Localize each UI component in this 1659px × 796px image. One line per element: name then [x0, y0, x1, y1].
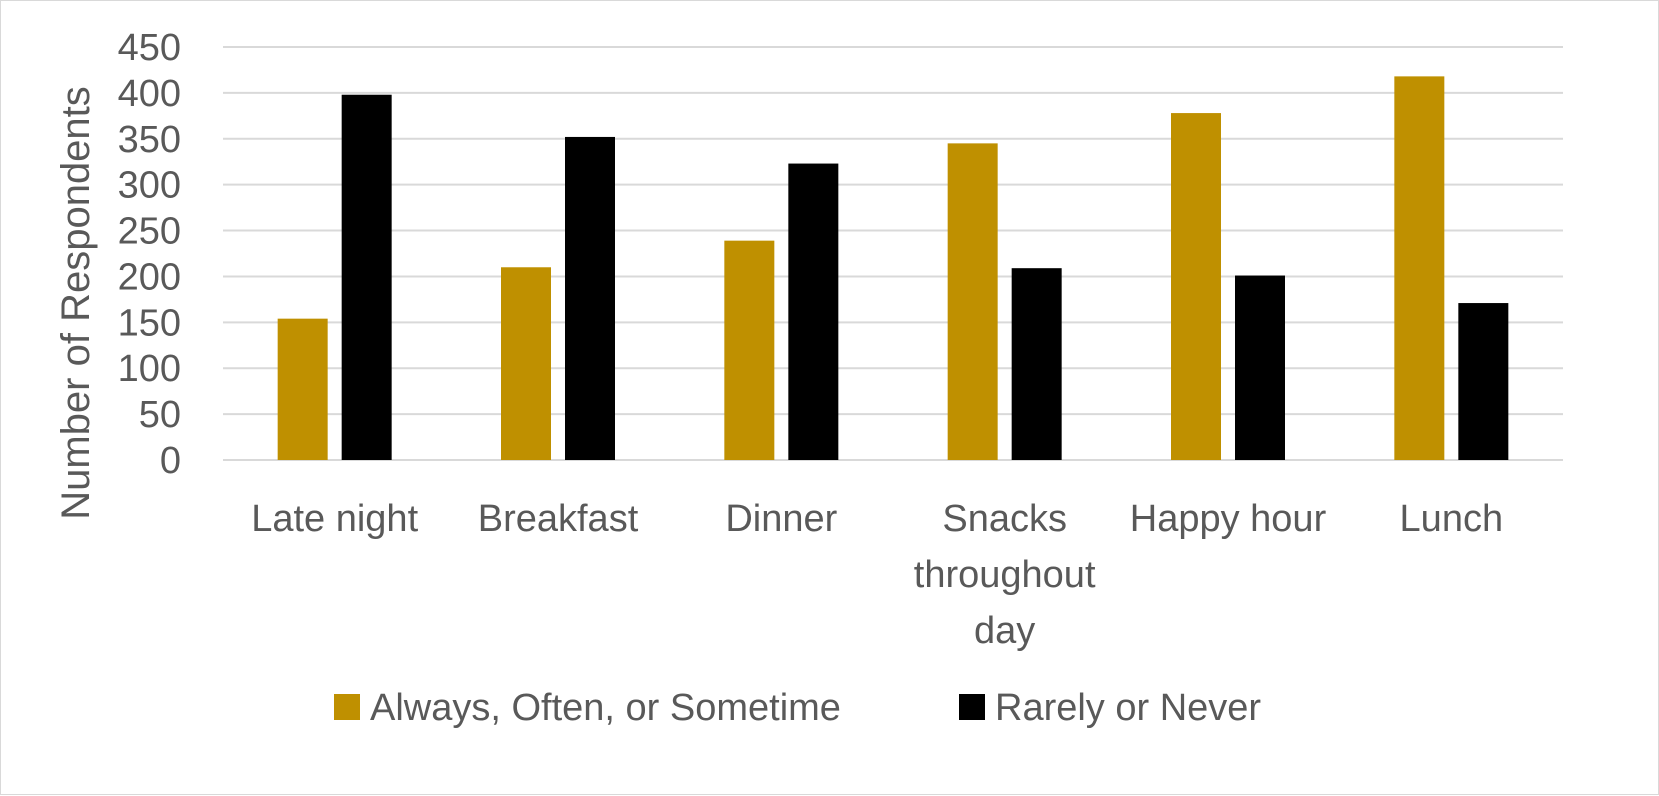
y-tick-label: 150 [118, 302, 181, 344]
legend: Always, Often, or Sometime Rarely or Neve… [334, 687, 1261, 729]
bar-rarely-never [1235, 275, 1285, 460]
x-category-label-line: Late night [251, 498, 418, 540]
x-category-label-line: day [974, 610, 1035, 652]
y-tick-label: 350 [118, 119, 181, 161]
x-category-label-line: Snacks [942, 498, 1067, 540]
y-tick-label: 250 [118, 211, 181, 253]
x-category-label-line: Dinner [725, 498, 837, 540]
bar-always-often-sometime [1394, 76, 1445, 460]
x-category-label-line: Happy hour [1130, 498, 1327, 540]
legend-label: Rarely or Never [995, 687, 1261, 729]
x-category-label: Dinner [725, 498, 837, 540]
bar-always-often-sometime [724, 240, 775, 460]
y-axis-title: Number of Respondents [54, 86, 98, 520]
gridlines [223, 46, 1563, 461]
x-axis-category-labels: Late night Breakfast Dinner Snacks throughou… [251, 498, 1503, 652]
bar-rarely-never [1011, 268, 1062, 460]
bar-rarely-never [565, 136, 615, 461]
legend-label: Always, Often, or Sometime [370, 687, 841, 729]
y-tick-label: 450 [118, 27, 181, 69]
bars [277, 76, 1509, 461]
y-tick-label: 0 [160, 440, 181, 482]
x-category-label: Breakfast [478, 498, 639, 540]
bar-rarely-never [341, 94, 392, 461]
x-category-label: Happy hour [1130, 498, 1327, 540]
bar-always-often-sometime [277, 318, 328, 460]
bar-always-often-sometime [501, 267, 551, 460]
y-tick-label: 50 [139, 394, 181, 436]
y-tick-label: 400 [118, 73, 181, 115]
x-category-label-line: throughout [914, 554, 1096, 596]
y-tick-label: 100 [118, 348, 181, 390]
legend-swatch [959, 694, 985, 720]
x-category-label: Late night [251, 498, 418, 540]
bar-rarely-never [788, 163, 839, 460]
y-tick-label: 200 [118, 256, 181, 298]
bar-always-often-sometime [1171, 113, 1221, 460]
bar-always-often-sometime [947, 143, 998, 460]
x-category-label: Lunch [1400, 498, 1504, 540]
legend-swatch [334, 694, 360, 720]
bar-rarely-never [1458, 303, 1509, 460]
x-category-label-line: Breakfast [478, 498, 639, 540]
y-tick-label: 300 [118, 165, 181, 207]
x-category-label: Snacks throughout day [914, 498, 1096, 652]
x-category-label-line: Lunch [1400, 498, 1504, 540]
